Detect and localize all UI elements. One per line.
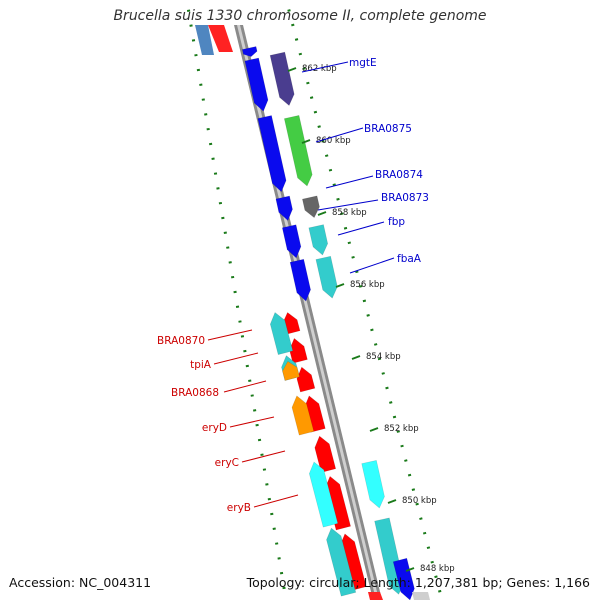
top-edge-gene-blue <box>195 25 214 55</box>
forward-cds-gene-1 <box>244 57 269 112</box>
accession-text: Accession: NC_004311 <box>9 575 152 590</box>
reverse-gene-leader-3 <box>229 416 275 428</box>
scale-tick-label-4: 854 kbp <box>366 352 401 362</box>
reverse-gene-leader-5 <box>253 494 299 508</box>
forward-gene-leader-0 <box>301 61 349 73</box>
bottom-edge-gene-red <box>368 592 383 600</box>
scale-tick-mark-2 <box>317 211 327 216</box>
reverse-cds-gene-2 <box>296 366 316 393</box>
forward-gene-leader-3 <box>317 199 379 211</box>
reverse-gene-leader-0 <box>207 329 253 341</box>
scale-tick-label-0: 862 kbp <box>302 64 337 74</box>
reverse-gene-leader-2 <box>223 380 267 393</box>
reverse-gene-label-1: tpiA <box>190 359 212 371</box>
forward-cds-gene-0 <box>241 46 258 57</box>
reverse-gene-leader-4 <box>241 450 286 463</box>
reverse-gene-label-2: BRA0868 <box>171 387 219 399</box>
reverse-cog-gene-4 <box>308 461 339 528</box>
forward-gene-leader-2 <box>325 175 374 189</box>
bottom-edge-gene-grey <box>412 592 430 600</box>
reverse-gene-label-5: eryB <box>227 502 251 514</box>
reverse-cds-gene-4 <box>314 435 337 473</box>
scale-tick-label-1: 860 kbp <box>316 136 351 146</box>
top-edge-gene-red <box>208 25 233 52</box>
ring-layer <box>185 0 444 601</box>
backbone-layer <box>234 25 382 600</box>
scale-tick-label-3: 856 kbp <box>350 280 385 290</box>
gene-label-layer: mgtE BRA0875 BRA0874 BRA0873 fbp fbaA BRA0870 t… <box>157 57 429 514</box>
scale-tick-mark-5 <box>369 427 379 432</box>
reverse-cog-gene-2 <box>282 360 300 381</box>
forward-gene-label-0: mgtE <box>349 57 377 69</box>
inner-dotted-ring <box>185 0 288 601</box>
reverse-cog-gene-3 <box>291 395 315 436</box>
forward-gene-leader-5 <box>349 257 395 274</box>
backbone-highlight <box>237 25 379 600</box>
forward-gene-label-2: BRA0874 <box>375 169 423 181</box>
map-title: Brucella suis 1330 chromosome II, comple… <box>113 8 487 24</box>
forward-cog-gene-2 <box>302 195 320 219</box>
forward-cds-gene-3 <box>275 195 293 222</box>
scale-tick-mark-0 <box>287 67 297 72</box>
reverse-cog-gene-5 <box>326 527 357 597</box>
scale-tick-label-5: 852 kbp <box>384 424 419 434</box>
forward-cds-gene-edge <box>392 557 415 601</box>
reverse-gene-leader-1 <box>213 352 259 365</box>
scale-tick-mark-3 <box>335 283 345 288</box>
scale-tick-mark-7 <box>405 567 415 572</box>
forward-cog-gene-0 <box>269 51 295 106</box>
scale-tick-mark-4 <box>351 355 361 360</box>
reverse-gene-label-0: BRA0870 <box>157 335 205 347</box>
topology-text: Topology: circular; Length: 1,207,381 bp… <box>246 575 590 590</box>
scale-tick-mark-1 <box>301 139 311 144</box>
forward-gene-leader-4 <box>337 221 385 236</box>
forward-gene-label-5: fbaA <box>397 253 422 265</box>
reverse-gene-label-4: eryC <box>215 457 239 469</box>
scale-tick-label-2: 858 kbp <box>332 208 367 218</box>
forward-cog-gene-1 <box>283 115 313 187</box>
scale-tick-mark-6 <box>387 499 397 504</box>
reverse-gene-label-3: eryD <box>202 422 227 434</box>
forward-gene-leader-1 <box>315 127 364 143</box>
scale-tick-label-6: 850 kbp <box>402 496 437 506</box>
reverse-cog-gene-0 <box>269 312 294 355</box>
scale-tick-label-7: 848 kbp <box>420 564 455 574</box>
feature-layer <box>195 25 430 601</box>
forward-gene-label-3: BRA0873 <box>381 192 429 204</box>
forward-cds-gene-2 <box>257 115 287 193</box>
forward-gene-label-1: BRA0875 <box>364 123 412 135</box>
forward-cog-gene-4 <box>315 255 338 299</box>
forward-cds-gene-4 <box>281 224 302 259</box>
forward-cog-gene-5 <box>361 460 385 509</box>
forward-cog-gene-3 <box>308 224 329 256</box>
forward-gene-label-4: fbp <box>388 216 405 228</box>
scale-tick-layer: 862 kbp 860 kbp 858 kbp 856 kbp 854 kbp 852 k… <box>287 64 455 574</box>
forward-cds-gene-5 <box>289 258 311 302</box>
